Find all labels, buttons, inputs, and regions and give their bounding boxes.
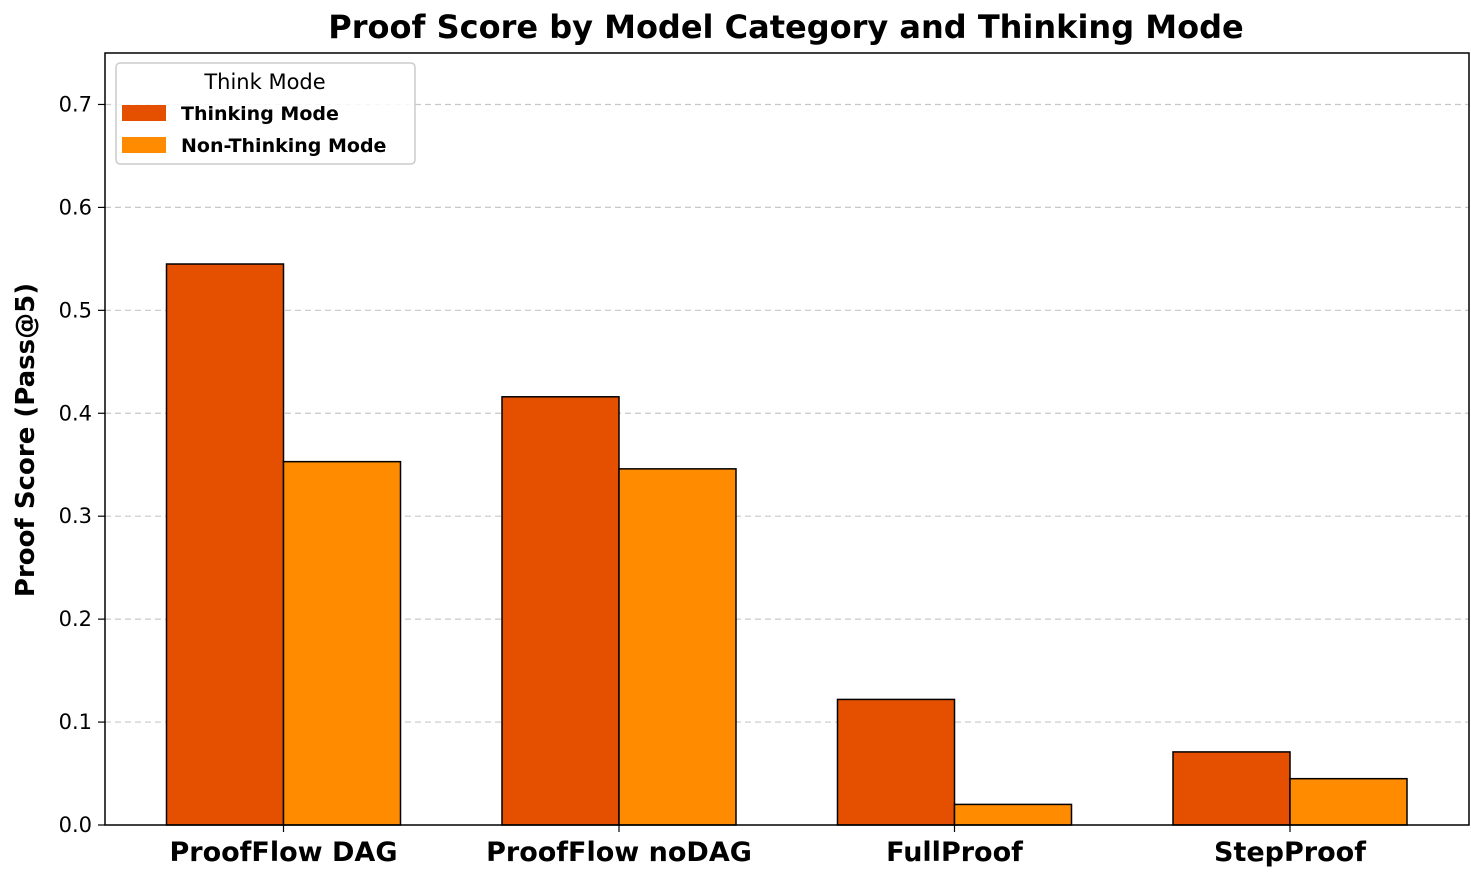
y-tick-label: 0.3 <box>59 504 92 528</box>
bar-non-thinking <box>1289 777 1408 826</box>
x-tick-label: ProofFlow noDAG <box>486 837 752 868</box>
x-tick-label: StepProof <box>1214 837 1366 868</box>
legend-box <box>115 62 416 165</box>
bar-thinking <box>165 263 285 826</box>
legend-label-non-thinking: Non-Thinking Mode <box>181 135 386 157</box>
legend-title: Think Mode <box>203 70 325 94</box>
legend-swatch-thinking <box>122 105 166 121</box>
y-tick-label: 0.4 <box>59 401 92 425</box>
bar-non-thinking <box>618 468 737 826</box>
bar-thinking <box>836 698 956 826</box>
y-axis-label: Proof Score (Pass@5) <box>11 283 41 597</box>
bar-non-thinking <box>282 460 402 826</box>
y-tick-label: 0.2 <box>59 607 92 631</box>
y-ticks: 0.0 0.1 0.2 0.3 0.4 0.5 0.6 0.7 <box>59 92 105 837</box>
chart-title: Proof Score by Model Category and Thinki… <box>328 8 1243 46</box>
bars <box>165 263 1408 826</box>
y-tick-label: 0.1 <box>59 710 92 734</box>
plot-frame <box>104 52 1470 826</box>
bar-non-thinking <box>953 803 1073 826</box>
bar-thinking <box>501 396 620 826</box>
y-tick-label: 0.5 <box>59 298 92 322</box>
legend-swatch-non-thinking <box>122 137 166 153</box>
y-tick-label: 0.0 <box>59 813 92 837</box>
y-tick-label: 0.7 <box>59 92 92 116</box>
bar-thinking <box>1172 751 1291 826</box>
gridlines <box>105 103 1469 723</box>
x-tick-label: ProofFlow DAG <box>169 837 397 868</box>
legend: Think Mode Thinking Mode Non-Thinking Mo… <box>115 62 416 165</box>
x-tick-label: FullProof <box>886 837 1023 868</box>
x-ticks: ProofFlow DAG ProofFlow noDAG FullProof Ste… <box>169 825 1366 868</box>
legend-label-thinking: Thinking Mode <box>181 103 339 125</box>
y-tick-label: 0.6 <box>59 195 92 219</box>
